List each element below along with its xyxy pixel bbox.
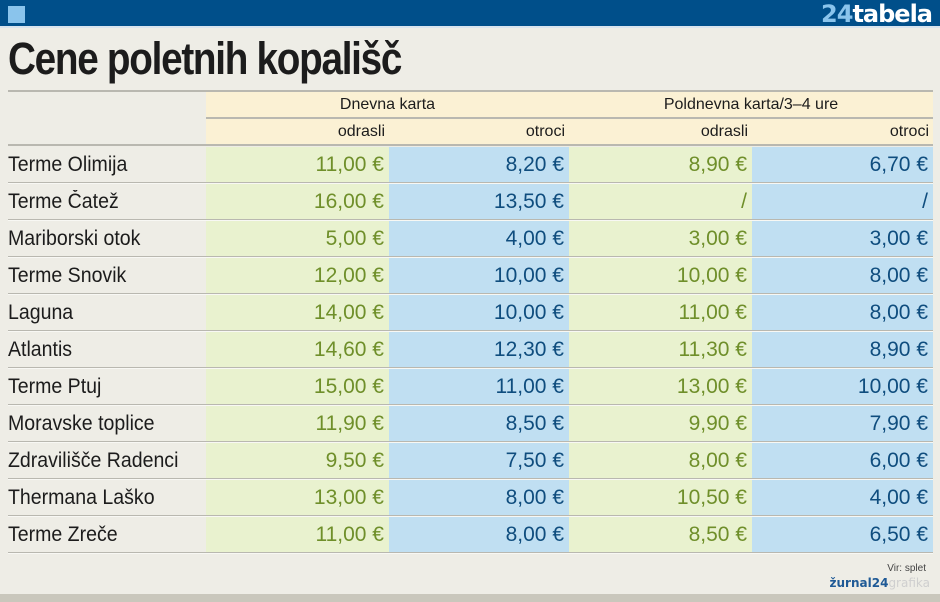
table-row: Terme Snovik 12,00 € 10,00 € 10,00 € 8,0… (0, 258, 940, 293)
halfday-adults-price: 13,00 € (569, 369, 752, 404)
halfday-adults-price: 11,00 € (569, 295, 752, 330)
halfday-adults-price: 10,50 € (569, 480, 752, 515)
source-note: Vir: splet (887, 563, 926, 574)
daily-adults-price: 12,00 € (206, 258, 389, 293)
daily-children-price: 7,50 € (389, 443, 569, 478)
header-halfday-children: otroci (889, 123, 929, 140)
footer-logo-primary: žurnal24 (829, 576, 889, 590)
header-sub-row: odrasli otroci odrasli otroci (206, 119, 933, 144)
daily-adults-price: 14,60 € (206, 332, 389, 367)
row-name: Mariborski otok (8, 227, 141, 250)
row-name: Terme Čatež (8, 190, 119, 213)
daily-children-price: 8,20 € (389, 147, 569, 182)
header-group-halfday: Poldnevna karta/3–4 ure (663, 96, 839, 113)
row-divider (8, 256, 933, 258)
daily-children-price: 10,00 € (389, 295, 569, 330)
table-row: Mariborski otok 5,00 € 4,00 € 3,00 € 3,0… (0, 221, 940, 256)
daily-adults-price: 11,90 € (206, 406, 389, 441)
row-divider (8, 182, 933, 184)
footer-logo: žurnal24grafika (830, 576, 930, 590)
halfday-children-price: 8,90 € (752, 332, 933, 367)
row-divider (8, 293, 933, 295)
page-title: Cene poletnih kopališč (8, 33, 402, 84)
square-icon (8, 6, 25, 23)
halfday-children-price: 8,00 € (752, 258, 933, 293)
table-row: Terme Čatež 16,00 € 13,50 € / / (0, 184, 940, 219)
row-name: Zdravilišče Radenci (8, 449, 179, 472)
table-row: Terme Olimija 11,00 € 8,20 € 8,90 € 6,70… (0, 147, 940, 182)
daily-adults-price: 5,00 € (206, 221, 389, 256)
row-name: Moravske toplice (8, 412, 155, 435)
daily-children-price: 8,00 € (389, 480, 569, 515)
top-banner: 24tabela (0, 0, 940, 28)
row-name: Terme Ptuj (8, 375, 102, 398)
row-name: Terme Zreče (8, 523, 118, 546)
daily-children-price: 12,30 € (389, 332, 569, 367)
row-divider (8, 552, 933, 554)
brand-number: 24 (821, 0, 853, 28)
table-row: Moravske toplice 11,90 € 8,50 € 9,90 € 7… (0, 406, 940, 441)
row-divider (8, 478, 933, 480)
row-divider (8, 515, 933, 517)
halfday-adults-price: 8,00 € (569, 443, 752, 478)
daily-children-price: 11,00 € (389, 369, 569, 404)
daily-children-price: 13,50 € (389, 184, 569, 219)
halfday-children-price: 7,90 € (752, 406, 933, 441)
halfday-children-price: 6,70 € (752, 147, 933, 182)
daily-adults-price: 9,50 € (206, 443, 389, 478)
row-divider (8, 330, 933, 332)
header-daily-adults: odrasli (337, 123, 385, 140)
daily-adults-price: 15,00 € (206, 369, 389, 404)
row-name: Laguna (8, 301, 74, 324)
table-row: Terme Zreče 11,00 € 8,00 € 8,50 € 6,50 € (0, 517, 940, 552)
brand-word: tabela (852, 0, 933, 28)
row-name: Terme Snovik (8, 264, 127, 287)
daily-children-price: 8,00 € (389, 517, 569, 552)
table-row: Terme Ptuj 15,00 € 11,00 € 13,00 € 10,00… (0, 369, 940, 404)
halfday-adults-price: 3,00 € (569, 221, 752, 256)
table-row: Thermana Laško 13,00 € 8,00 € 10,50 € 4,… (0, 480, 940, 515)
table-row: Atlantis 14,60 € 12,30 € 11,30 € 8,90 € (0, 332, 940, 367)
row-name: Terme Olimija (8, 153, 128, 176)
daily-adults-price: 11,00 € (206, 147, 389, 182)
halfday-children-price: 3,00 € (752, 221, 933, 256)
header-bottom-divider (8, 144, 933, 146)
row-name: Atlantis (8, 338, 73, 361)
bottom-bar (0, 594, 940, 602)
halfday-children-price: 6,50 € (752, 517, 933, 552)
footer-logo-secondary: grafika (888, 576, 930, 590)
halfday-children-price: 8,00 € (752, 295, 933, 330)
daily-adults-price: 14,00 € (206, 295, 389, 330)
header-group-row: Dnevna karta Poldnevna karta/3–4 ure (206, 92, 933, 117)
halfday-adults-price: 11,30 € (569, 332, 752, 367)
row-divider (8, 404, 933, 406)
daily-adults-price: 16,00 € (206, 184, 389, 219)
daily-children-price: 8,50 € (389, 406, 569, 441)
halfday-children-price: 6,00 € (752, 443, 933, 478)
daily-children-price: 4,00 € (389, 221, 569, 256)
row-name: Thermana Laško (8, 486, 155, 509)
halfday-adults-price: 9,90 € (569, 406, 752, 441)
halfday-children-price: 10,00 € (752, 369, 933, 404)
table-row: Zdravilišče Radenci 9,50 € 7,50 € 8,00 €… (0, 443, 940, 478)
halfday-children-price: / (752, 184, 933, 219)
halfday-adults-price: 10,00 € (569, 258, 752, 293)
row-divider (8, 367, 933, 369)
header-divider (206, 117, 933, 119)
halfday-adults-price: 8,50 € (569, 517, 752, 552)
daily-adults-price: 13,00 € (206, 480, 389, 515)
brand-logo: 24tabela (821, 0, 933, 28)
title-divider (8, 90, 933, 92)
halfday-children-price: 4,00 € (752, 480, 933, 515)
daily-children-price: 10,00 € (389, 258, 569, 293)
halfday-adults-price: 8,90 € (569, 147, 752, 182)
daily-adults-price: 11,00 € (206, 517, 389, 552)
header-group-daily: Dnevna karta (339, 96, 436, 113)
row-divider (8, 219, 933, 221)
header-daily-children: otroci (525, 123, 565, 140)
halfday-adults-price: / (569, 184, 752, 219)
table-row: Laguna 14,00 € 10,00 € 11,00 € 8,00 € (0, 295, 940, 330)
header-halfday-adults: odrasli (700, 123, 748, 140)
row-divider (8, 441, 933, 443)
